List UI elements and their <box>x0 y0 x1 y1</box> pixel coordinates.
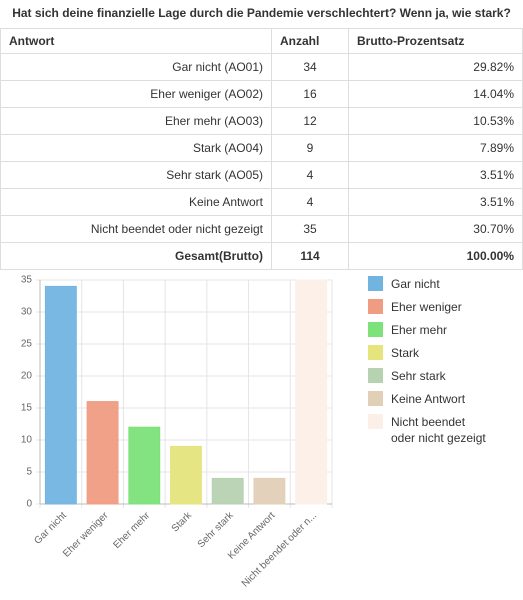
y-tick-label: 15 <box>21 403 33 414</box>
legend-label: Sehr stark <box>391 369 446 383</box>
header-cell: Brutto-Prozentsatz <box>348 28 523 54</box>
y-tick-label: 10 <box>21 435 33 446</box>
y-tick-label: 25 <box>21 339 33 350</box>
table-cell: 35 <box>271 215 349 243</box>
legend-item: Eher weniger <box>368 299 491 315</box>
legend-label: Gar nicht <box>391 277 440 291</box>
table-cell: 10.53% <box>348 107 523 135</box>
table-cell: 12 <box>271 107 349 135</box>
table-cell: Gar nicht (AO01) <box>0 53 272 81</box>
table-cell: 29.82% <box>348 53 523 81</box>
table-cell: Stark (AO04) <box>0 134 272 162</box>
total-cell: 114 <box>271 242 349 270</box>
x-tick-label: Sehr stark <box>196 510 237 551</box>
table-row: Gar nicht (AO01) 34 29.82% <box>0 53 523 81</box>
x-tick-label: Stark <box>170 510 195 535</box>
table-row: Sehr stark (AO05) 4 3.51% <box>0 161 523 189</box>
x-tick-label: Gar nicht <box>32 510 69 547</box>
table-cell: 34 <box>271 53 349 81</box>
legend-item: Eher mehr <box>368 322 491 338</box>
x-tick-label: Eher weniger <box>61 510 111 560</box>
table-row: Eher weniger (AO02) 16 14.04% <box>0 80 523 108</box>
header-row: Antwort Anzahl Brutto-Prozentsatz <box>0 28 523 54</box>
y-tick-label: 20 <box>21 371 33 382</box>
table-cell: 16 <box>271 80 349 108</box>
total-row: Gesamt(Brutto) 114 100.00% <box>0 242 523 270</box>
legend-item: Stark <box>368 345 491 361</box>
total-cell: Gesamt(Brutto) <box>0 242 272 270</box>
legend: Gar nicht Eher weniger Eher mehr Stark Sehr … <box>368 276 491 453</box>
table-row: Eher mehr (AO03) 12 10.53% <box>0 107 523 135</box>
x-tick-label: Nicht beendet oder n... <box>240 510 319 589</box>
bar <box>86 401 119 505</box>
legend-item: Nicht beendet oder nicht gezeigt <box>368 414 491 446</box>
table-row: Stark (AO04) 9 7.89% <box>0 134 523 162</box>
table-cell: 30.70% <box>348 215 523 243</box>
bar <box>253 477 286 505</box>
table-cell: Sehr stark (AO05) <box>0 161 272 189</box>
total-cell: 100.00% <box>348 242 523 270</box>
y-tick-label: 5 <box>26 467 32 478</box>
header-cell: Antwort <box>0 28 272 54</box>
legend-swatch <box>368 322 383 337</box>
table-row: Keine Antwort 4 3.51% <box>0 188 523 216</box>
table-cell: 3.51% <box>348 188 523 216</box>
legend-label: Keine Antwort <box>391 392 466 406</box>
legend-swatch <box>368 276 383 291</box>
legend-swatch <box>368 414 383 429</box>
table-cell: 14.04% <box>348 80 523 108</box>
table-cell: Eher mehr (AO03) <box>0 107 272 135</box>
legend-swatch <box>368 391 383 406</box>
stats-table: Antwort Anzahl Brutto-Prozentsatz Gar nicht… <box>0 28 523 270</box>
x-tick-label: Eher mehr <box>111 510 152 551</box>
table-cell: Eher weniger (AO02) <box>0 80 272 108</box>
legend-item: Keine Antwort <box>368 391 491 407</box>
legend-item: Sehr stark <box>368 368 491 384</box>
legend-label: Stark <box>391 346 420 360</box>
bar <box>128 426 161 505</box>
legend-swatch <box>368 368 383 383</box>
legend-swatch <box>368 299 383 314</box>
table-cell: 7.89% <box>348 134 523 162</box>
table-cell: Nicht beendet oder nicht gezeigt <box>0 215 272 243</box>
table-cell: Keine Antwort <box>0 188 272 216</box>
y-tick-label: 30 <box>21 307 33 318</box>
y-tick-label: 0 <box>26 499 32 510</box>
question-title: Hat sich deine finanzielle Lage durch di… <box>12 6 511 20</box>
legend-label: Eher mehr <box>391 323 448 337</box>
header-cell: Anzahl <box>271 28 349 54</box>
bar <box>44 285 77 505</box>
bar <box>170 445 202 505</box>
bar <box>295 279 328 505</box>
table-cell: 3.51% <box>348 161 523 189</box>
bar <box>211 477 244 505</box>
table-cell: 9 <box>271 134 349 162</box>
table-cell: 4 <box>271 188 349 216</box>
legend-item: Gar nicht <box>368 276 491 292</box>
y-tick-label: 35 <box>21 275 33 286</box>
table-cell: 4 <box>271 161 349 189</box>
table-row: Nicht beendet oder nicht gezeigt 35 30.70% <box>0 215 523 243</box>
legend-swatch <box>368 345 383 360</box>
legend-label: Nicht beendet oder nicht gezeigt <box>391 415 486 445</box>
legend-label: Eher weniger <box>391 300 462 314</box>
